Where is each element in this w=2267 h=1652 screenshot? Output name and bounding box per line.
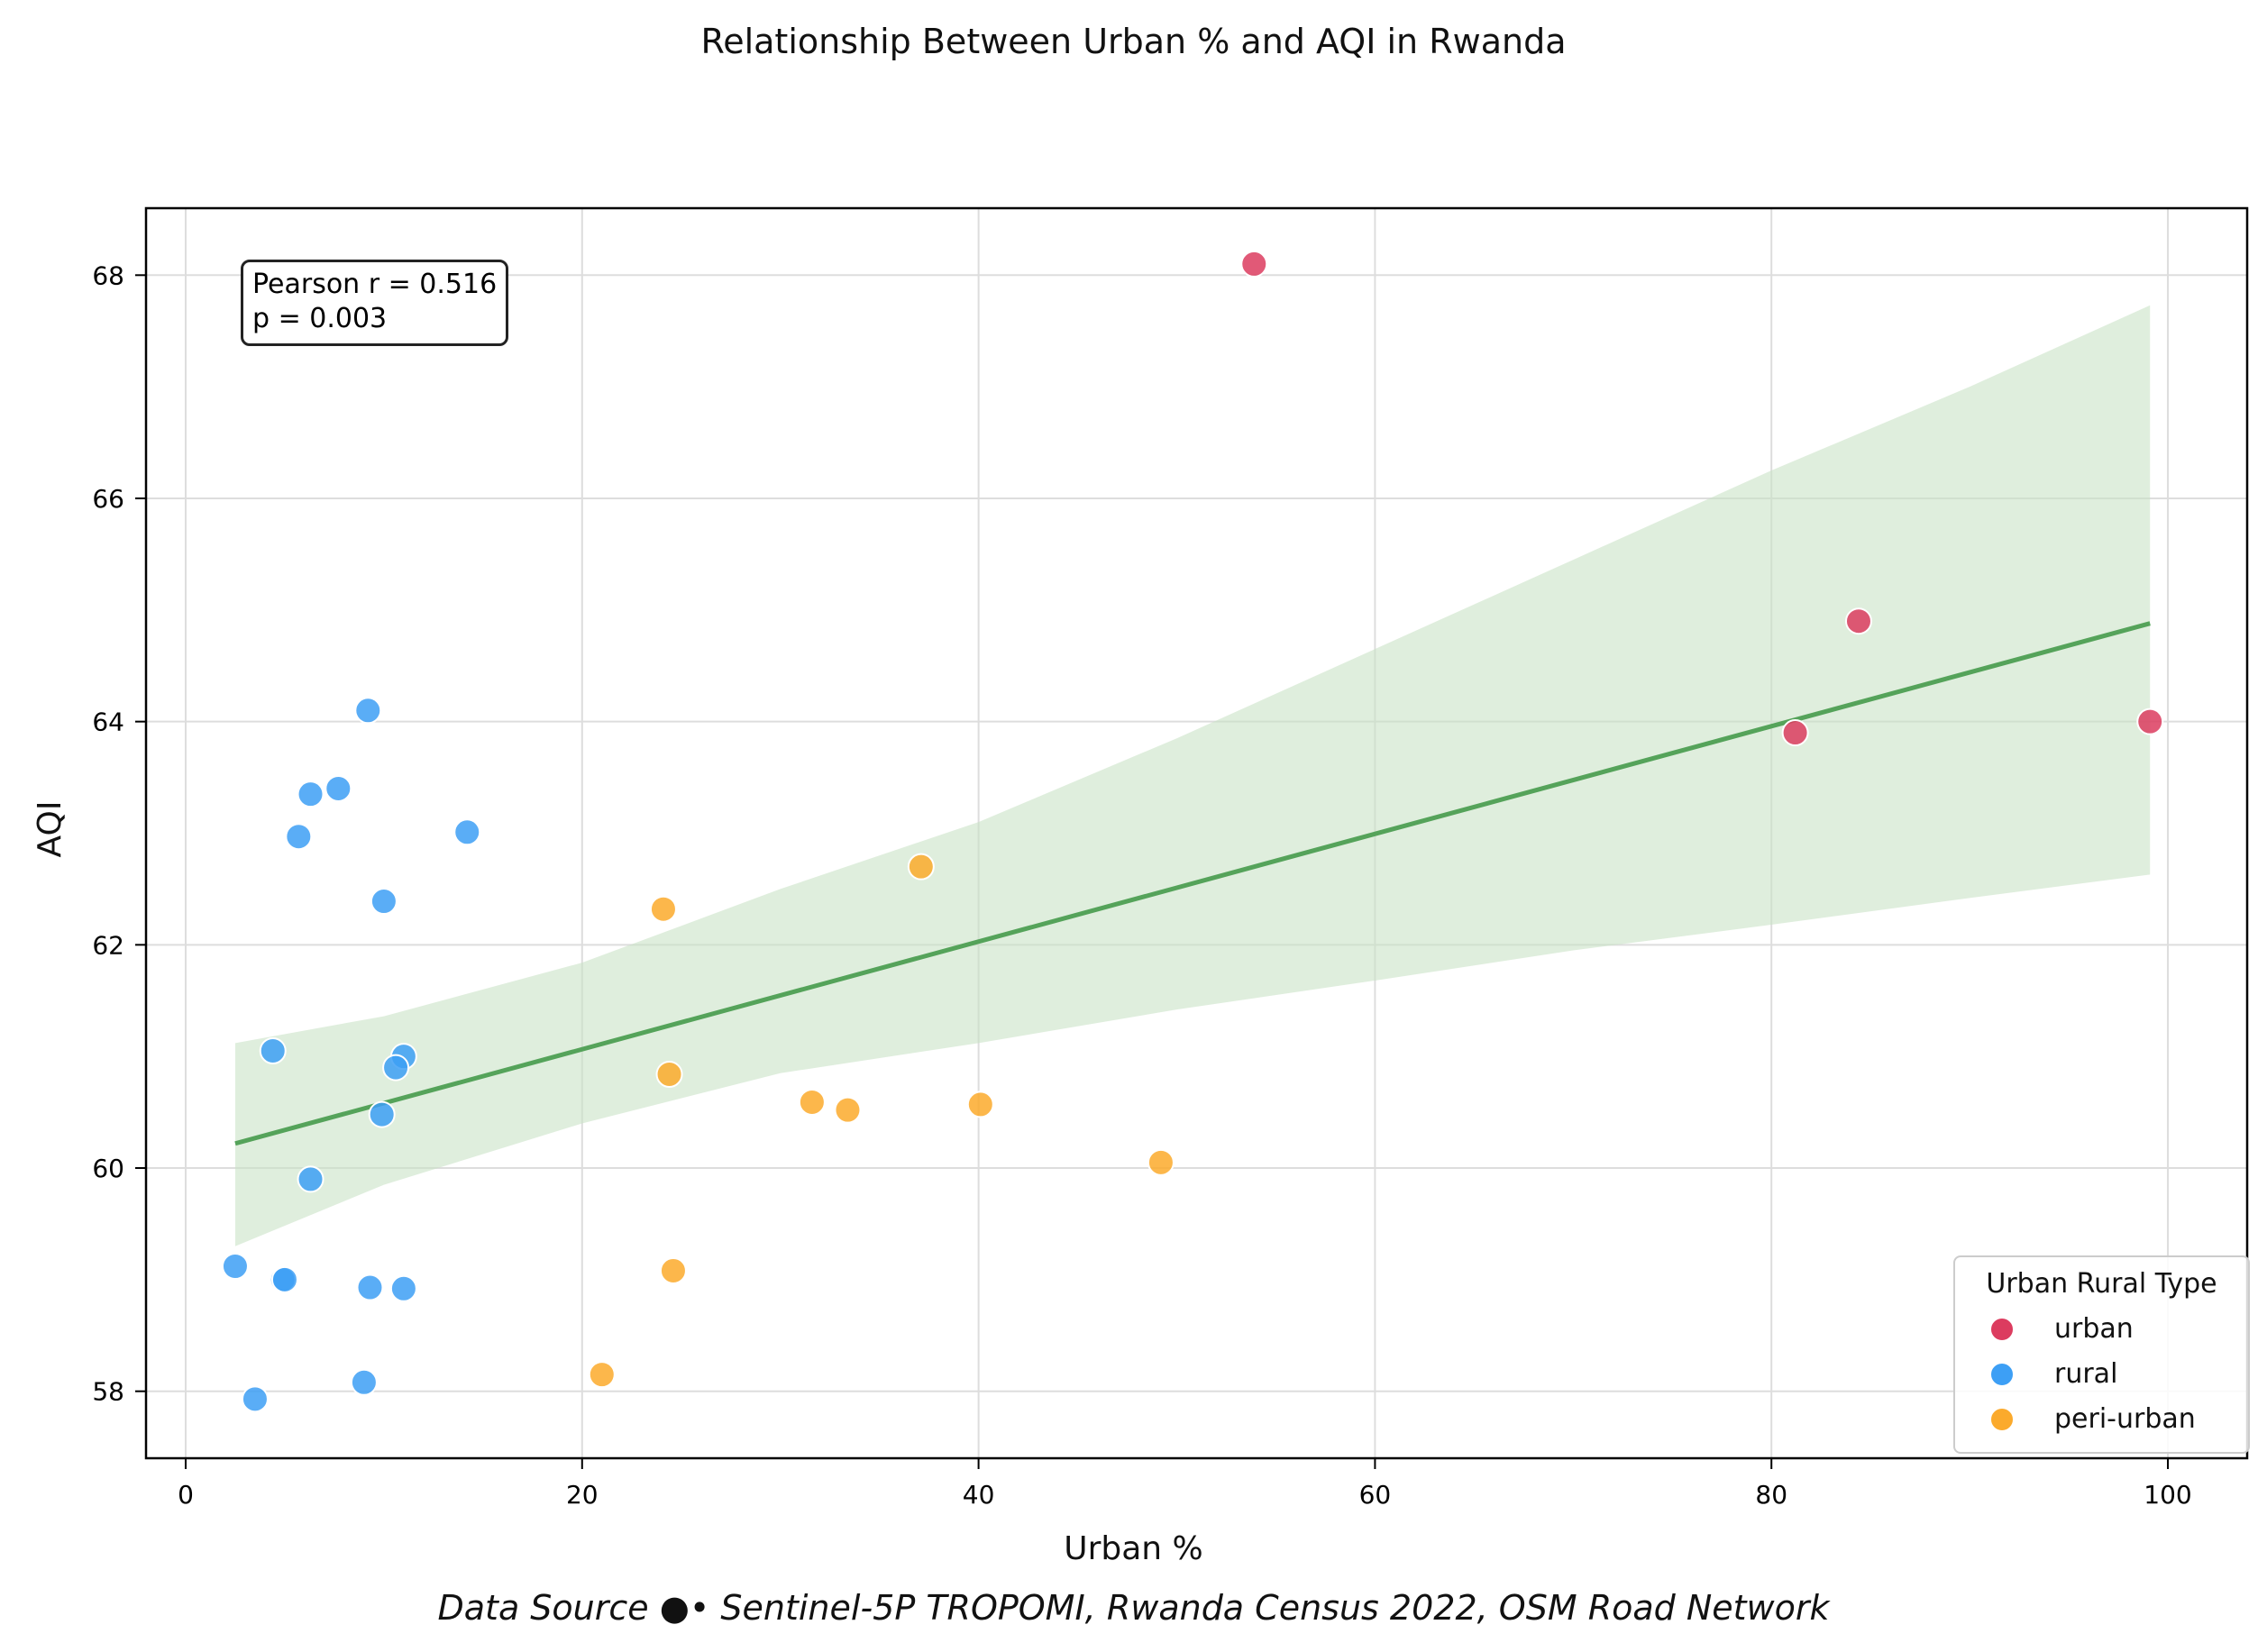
- point-rural: [221, 1252, 249, 1280]
- x-tick-label: 60: [1359, 1480, 1392, 1510]
- y-tick-label: 64: [92, 707, 124, 737]
- point-rural: [370, 888, 398, 916]
- y-axis-label: AQI: [32, 800, 69, 858]
- legend: Urban Rural Type urban rural peri-urban: [1953, 1255, 2250, 1454]
- point-rural: [368, 1100, 396, 1128]
- legend-marker-rural: [1989, 1362, 2015, 1387]
- x-tick-label: 40: [963, 1480, 995, 1510]
- plot-frame: [144, 206, 2249, 1460]
- legend-title: Urban Rural Type: [1986, 1268, 2217, 1300]
- legend-label-peri-urban: peri-urban: [2054, 1403, 2196, 1435]
- point-peri-urban: [655, 1060, 683, 1088]
- confidence-band: [234, 305, 2151, 1246]
- legend-marker-peri-urban: [1989, 1407, 2015, 1432]
- point-urban: [2136, 707, 2164, 735]
- point-rural: [354, 697, 382, 725]
- legend-label-rural: rural: [2054, 1358, 2118, 1390]
- correlation-annotation: Pearson r = 0.516 p = 0.003: [241, 260, 509, 346]
- point-peri-urban: [659, 1256, 687, 1284]
- point-rural: [285, 823, 313, 851]
- regression-line-layer: [234, 621, 2151, 1146]
- point-rural: [382, 1054, 410, 1082]
- y-tick-label: 68: [92, 260, 124, 290]
- point-urban: [1240, 250, 1268, 278]
- legend-item-peri-urban: peri-urban: [1955, 1400, 2248, 1439]
- x-tick-label: 20: [566, 1480, 599, 1510]
- point-rural: [389, 1274, 417, 1302]
- legend-label-urban: urban: [2054, 1313, 2134, 1345]
- y-tick-label: 62: [92, 930, 124, 960]
- point-rural: [350, 1368, 378, 1396]
- point-rural: [297, 780, 325, 808]
- point-peri-urban: [649, 895, 677, 923]
- point-peri-urban: [834, 1096, 862, 1124]
- point-rural: [453, 818, 481, 846]
- point-peri-urban: [1147, 1148, 1175, 1176]
- point-rural: [325, 774, 352, 802]
- point-peri-urban: [966, 1091, 994, 1118]
- point-rural: [241, 1385, 269, 1413]
- x-tick-label: 80: [1755, 1480, 1787, 1510]
- x-tick-label: 100: [2144, 1480, 2191, 1510]
- point-rural: [356, 1273, 384, 1301]
- x-tick-label: 0: [178, 1480, 194, 1510]
- confidence-band-layer: [234, 305, 2151, 1246]
- legend-item-rural: rural: [1955, 1355, 2248, 1394]
- y-tick-label: 60: [92, 1154, 124, 1183]
- point-rural: [259, 1036, 287, 1064]
- point-urban: [1781, 719, 1809, 747]
- point-peri-urban: [907, 853, 935, 881]
- y-tick-label: 66: [92, 484, 124, 514]
- regression-line: [234, 621, 2151, 1146]
- point-urban: [1844, 607, 1872, 635]
- axis-ticks: 0 20 40 60 80 100 58 60 62 64 66 68: [92, 260, 2191, 1510]
- p-value-text: p = 0.003: [252, 303, 388, 334]
- y-tick-label: 58: [92, 1377, 124, 1407]
- data-source-caption: Data Source ●• Sentinel-5P TROPOMI, Rwan…: [437, 1588, 1830, 1628]
- x-axis-label: Urban %: [1064, 1530, 1203, 1567]
- pearson-r-text: Pearson r = 0.516: [252, 269, 498, 300]
- point-peri-urban: [588, 1361, 616, 1389]
- chart-title: Relationship Between Urban % and AQI in …: [700, 22, 1567, 61]
- point-peri-urban: [798, 1088, 826, 1116]
- point-rural: [270, 1265, 298, 1293]
- point-rural: [297, 1165, 325, 1193]
- data-points: [221, 250, 2164, 1413]
- legend-item-urban: urban: [1955, 1310, 2248, 1349]
- legend-marker-urban: [1989, 1317, 2015, 1342]
